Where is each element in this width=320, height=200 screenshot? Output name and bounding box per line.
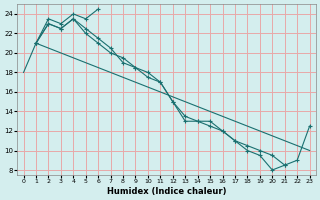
X-axis label: Humidex (Indice chaleur): Humidex (Indice chaleur) — [107, 187, 226, 196]
